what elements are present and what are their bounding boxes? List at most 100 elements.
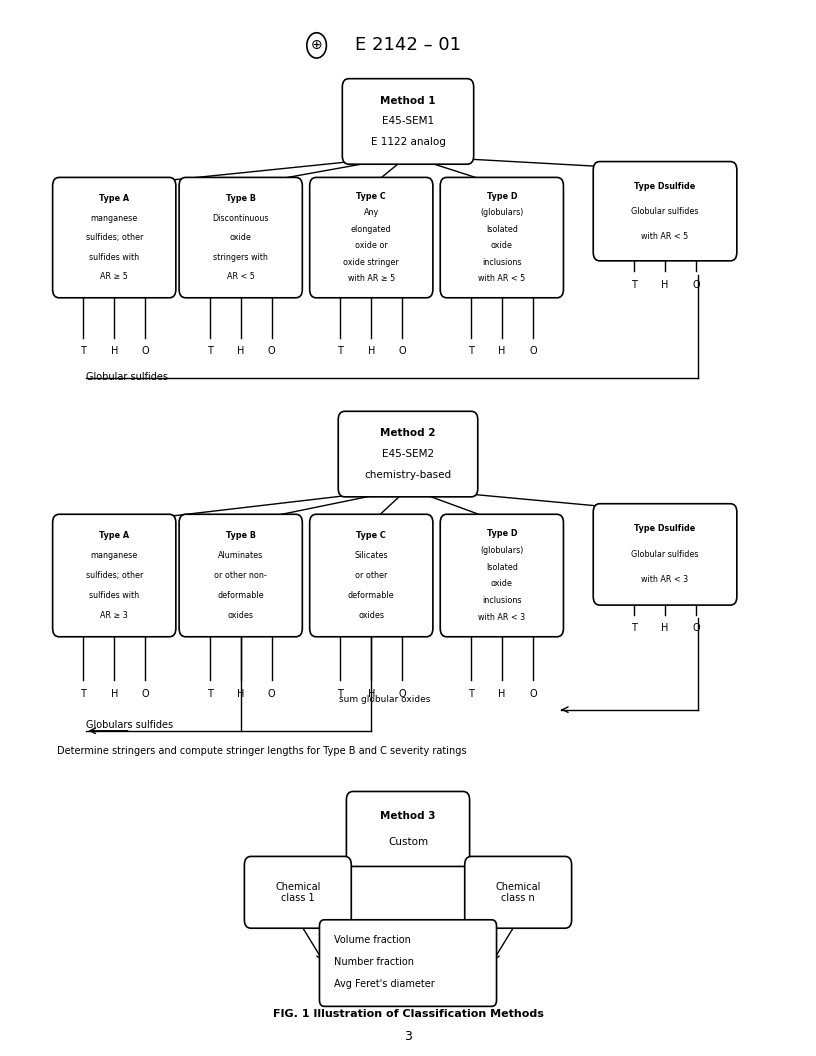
Text: oxide: oxide <box>491 242 512 250</box>
Text: Type D: Type D <box>486 529 517 539</box>
FancyBboxPatch shape <box>441 514 563 637</box>
Text: ⊕: ⊕ <box>311 38 322 53</box>
Text: sum globular oxides: sum globular oxides <box>339 695 430 704</box>
Text: H: H <box>110 346 118 356</box>
Text: E45-SEM2: E45-SEM2 <box>382 449 434 459</box>
Text: H: H <box>661 623 669 633</box>
Text: O: O <box>141 346 149 356</box>
Text: Type C: Type C <box>357 192 386 201</box>
Text: Type Dsulfide: Type Dsulfide <box>634 182 696 191</box>
Text: Isolated: Isolated <box>486 563 518 571</box>
Text: O: O <box>692 623 700 633</box>
Text: E45-SEM1: E45-SEM1 <box>382 116 434 127</box>
Text: or other non-: or other non- <box>215 571 267 580</box>
Text: Type Dsulfide: Type Dsulfide <box>634 524 696 533</box>
Text: Discontinuous: Discontinuous <box>212 213 269 223</box>
Text: Volume fraction: Volume fraction <box>335 936 411 945</box>
FancyBboxPatch shape <box>593 162 737 261</box>
Text: deformable: deformable <box>348 591 395 600</box>
Text: T: T <box>631 280 637 289</box>
Text: H: H <box>661 280 669 289</box>
Text: Globular sulfides: Globular sulfides <box>632 207 698 215</box>
Text: E 1122 analog: E 1122 analog <box>370 137 446 147</box>
Text: O: O <box>529 346 537 356</box>
FancyBboxPatch shape <box>52 514 176 637</box>
Text: inclusions: inclusions <box>482 597 521 605</box>
Text: Globular sulfides: Globular sulfides <box>632 550 698 559</box>
Text: oxides: oxides <box>358 610 384 620</box>
Text: O: O <box>398 689 406 698</box>
Text: Any: Any <box>364 208 379 218</box>
Text: Method 1: Method 1 <box>380 96 436 106</box>
Text: 3: 3 <box>404 1031 412 1043</box>
FancyBboxPatch shape <box>320 920 496 1006</box>
Text: with AR < 3: with AR < 3 <box>641 576 689 585</box>
Text: T: T <box>631 623 637 633</box>
Text: H: H <box>237 689 245 698</box>
Text: oxide stringer: oxide stringer <box>344 258 399 267</box>
Text: Aluminates: Aluminates <box>218 551 264 560</box>
Text: H: H <box>110 689 118 698</box>
FancyBboxPatch shape <box>245 856 351 928</box>
Text: E 2142 – 01: E 2142 – 01 <box>355 36 461 55</box>
FancyBboxPatch shape <box>465 856 571 928</box>
FancyBboxPatch shape <box>338 412 477 497</box>
Text: T: T <box>206 689 213 698</box>
Text: Type A: Type A <box>100 531 129 541</box>
Text: AR < 5: AR < 5 <box>227 272 255 281</box>
FancyBboxPatch shape <box>593 504 737 605</box>
Text: O: O <box>268 689 276 698</box>
Text: T: T <box>337 346 344 356</box>
Text: Globular sulfides: Globular sulfides <box>86 372 167 381</box>
Text: H: H <box>367 346 375 356</box>
Text: Silicates: Silicates <box>354 551 388 560</box>
FancyBboxPatch shape <box>343 79 473 164</box>
Text: FIG. 1 Illustration of Classification Methods: FIG. 1 Illustration of Classification Me… <box>273 1008 543 1019</box>
FancyBboxPatch shape <box>441 177 563 298</box>
Text: with AR < 5: with AR < 5 <box>478 275 526 283</box>
Text: oxides: oxides <box>228 610 254 620</box>
FancyBboxPatch shape <box>52 177 176 298</box>
Text: O: O <box>529 689 537 698</box>
Text: (globulars): (globulars) <box>480 546 524 554</box>
Text: O: O <box>692 280 700 289</box>
FancyBboxPatch shape <box>310 514 432 637</box>
Text: Globulars sulfides: Globulars sulfides <box>86 720 173 730</box>
Text: H: H <box>498 689 506 698</box>
Text: Type B: Type B <box>226 531 255 541</box>
FancyBboxPatch shape <box>310 177 432 298</box>
Text: T: T <box>80 346 86 356</box>
Text: T: T <box>468 346 474 356</box>
Text: Type A: Type A <box>100 194 129 203</box>
Text: elongated: elongated <box>351 225 392 233</box>
Text: deformable: deformable <box>217 591 264 600</box>
Text: with AR < 3: with AR < 3 <box>478 612 526 622</box>
Text: AR ≥ 3: AR ≥ 3 <box>100 610 128 620</box>
Text: (globulars): (globulars) <box>480 208 524 218</box>
Text: with AR ≥ 5: with AR ≥ 5 <box>348 275 395 283</box>
Text: Method 3: Method 3 <box>380 811 436 822</box>
Text: O: O <box>268 346 276 356</box>
Text: Custom: Custom <box>388 836 428 847</box>
Text: chemistry-based: chemistry-based <box>365 470 451 479</box>
Text: sulfides with: sulfides with <box>89 252 140 262</box>
Text: O: O <box>398 346 406 356</box>
Text: Avg Feret's diameter: Avg Feret's diameter <box>335 979 435 988</box>
Text: Method 2: Method 2 <box>380 429 436 438</box>
Text: sulfides with: sulfides with <box>89 591 140 600</box>
Text: AR ≥ 5: AR ≥ 5 <box>100 272 128 281</box>
Text: H: H <box>237 346 245 356</box>
Text: sulfides; other: sulfides; other <box>86 233 143 242</box>
Text: sulfides; other: sulfides; other <box>86 571 143 580</box>
Text: T: T <box>206 346 213 356</box>
Text: oxide: oxide <box>491 580 512 588</box>
Text: H: H <box>367 689 375 698</box>
Text: Isolated: Isolated <box>486 225 518 233</box>
FancyBboxPatch shape <box>179 177 302 298</box>
Text: stringers with: stringers with <box>213 252 268 262</box>
FancyBboxPatch shape <box>179 514 302 637</box>
FancyBboxPatch shape <box>346 792 470 866</box>
Text: T: T <box>468 689 474 698</box>
Text: Determine stringers and compute stringer lengths for Type B and C severity ratin: Determine stringers and compute stringer… <box>57 746 467 755</box>
Text: Type D: Type D <box>486 192 517 201</box>
